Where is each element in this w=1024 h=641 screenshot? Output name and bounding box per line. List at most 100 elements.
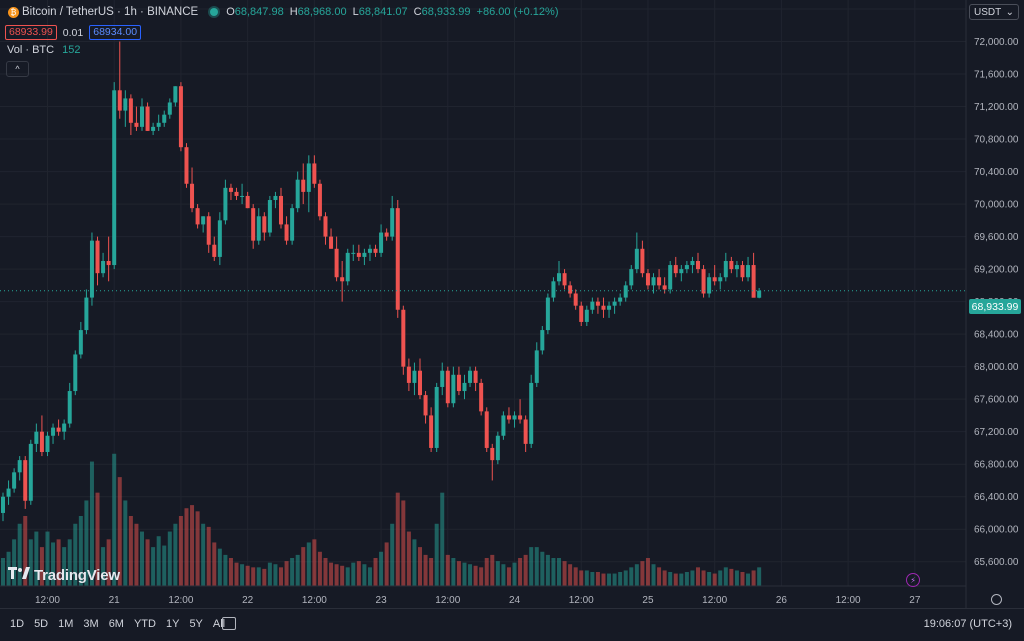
candle[interactable]: [62, 419, 67, 440]
candle[interactable]: [429, 407, 434, 453]
candle[interactable]: [723, 252, 728, 282]
tradingview-logo[interactable]: TradingView: [8, 566, 120, 584]
lightning-icon[interactable]: ⚡: [906, 573, 920, 587]
candle[interactable]: [51, 423, 56, 444]
range-1y[interactable]: 1Y: [165, 618, 180, 630]
candle[interactable]: [412, 362, 417, 396]
candle[interactable]: [623, 281, 628, 302]
buy-price-button[interactable]: 68934.00: [89, 25, 142, 40]
candle[interactable]: [234, 187, 239, 201]
candle[interactable]: [95, 236, 100, 286]
candle[interactable]: [434, 382, 439, 453]
candle[interactable]: [67, 382, 72, 428]
candle[interactable]: [390, 195, 395, 241]
candle[interactable]: [501, 411, 506, 440]
candle[interactable]: [601, 297, 606, 318]
candle[interactable]: [668, 260, 673, 294]
candle[interactable]: [28, 439, 33, 505]
candle[interactable]: [367, 244, 372, 261]
candle[interactable]: [612, 297, 617, 314]
gear-icon[interactable]: [991, 594, 1002, 605]
candle[interactable]: [473, 366, 478, 392]
candle[interactable]: [262, 212, 267, 241]
candle[interactable]: [123, 90, 128, 127]
calendar-range-icon[interactable]: [222, 617, 236, 630]
candle[interactable]: [362, 248, 367, 266]
candle[interactable]: [440, 362, 445, 396]
candle[interactable]: [746, 256, 751, 282]
candle[interactable]: [39, 415, 44, 457]
candle[interactable]: [156, 114, 161, 131]
candle[interactable]: [545, 293, 550, 335]
candle[interactable]: [112, 82, 117, 270]
candle[interactable]: [23, 456, 28, 509]
candle[interactable]: [401, 305, 406, 375]
candle[interactable]: [534, 342, 539, 387]
candle[interactable]: [551, 277, 556, 302]
candle[interactable]: [273, 191, 278, 209]
candle[interactable]: [740, 260, 745, 282]
candle[interactable]: [423, 391, 428, 424]
candle[interactable]: [117, 41, 122, 119]
candle[interactable]: [701, 265, 706, 298]
candle[interactable]: [1, 492, 5, 522]
candle[interactable]: [712, 265, 717, 286]
candle[interactable]: [245, 191, 250, 209]
candle[interactable]: [73, 350, 78, 396]
candle[interactable]: [629, 265, 634, 290]
candle[interactable]: [12, 468, 17, 493]
price-chart[interactable]: 65,600.00 66,000.00 66,400.00 66,800.00 67,2…: [0, 0, 1024, 608]
candle[interactable]: [151, 122, 156, 135]
time-axis[interactable]: 12:00 21 12:00 22 12:00 23 12:00 24 12:00 25 12:00…: [0, 585, 966, 606]
candle[interactable]: [690, 256, 695, 274]
candle[interactable]: [640, 240, 645, 278]
candle[interactable]: [590, 297, 595, 314]
candle[interactable]: [384, 228, 389, 241]
candle[interactable]: [557, 260, 561, 286]
candle[interactable]: [317, 179, 322, 221]
candle[interactable]: [78, 321, 83, 359]
range-5y[interactable]: 5Y: [189, 618, 203, 630]
candle[interactable]: [162, 110, 167, 127]
candle[interactable]: [351, 244, 356, 261]
candle[interactable]: [295, 171, 300, 213]
candle[interactable]: [579, 301, 584, 327]
candle[interactable]: [184, 143, 189, 188]
candle[interactable]: [568, 281, 573, 298]
candle[interactable]: [573, 289, 578, 310]
range-1m[interactable]: 1M: [58, 618, 74, 630]
candle[interactable]: [345, 248, 350, 286]
candle[interactable]: [212, 236, 217, 261]
candle[interactable]: [751, 252, 756, 298]
candle[interactable]: [645, 269, 650, 290]
range-5d[interactable]: 5D: [34, 618, 49, 630]
candle[interactable]: [195, 204, 200, 229]
candle[interactable]: [757, 287, 762, 299]
candle[interactable]: [145, 102, 150, 131]
candle[interactable]: [173, 86, 178, 107]
candle[interactable]: [518, 399, 523, 424]
candle[interactable]: [584, 305, 589, 327]
range-ytd[interactable]: YTD: [133, 618, 156, 630]
candle[interactable]: [167, 98, 172, 119]
candle[interactable]: [267, 195, 272, 237]
candle[interactable]: [134, 106, 139, 131]
symbol-title[interactable]: Bitcoin / TetherUS · 1h · BINANCE: [22, 6, 199, 18]
candle[interactable]: [251, 204, 256, 249]
candle[interactable]: [657, 269, 662, 290]
candle[interactable]: [290, 204, 295, 245]
candle[interactable]: [217, 212, 222, 266]
candle[interactable]: [451, 366, 456, 408]
candle[interactable]: [284, 216, 289, 245]
candle[interactable]: [468, 366, 473, 387]
candle[interactable]: [206, 212, 211, 253]
candle[interactable]: [445, 366, 450, 408]
candle[interactable]: [562, 269, 567, 290]
candle[interactable]: [128, 94, 133, 135]
candle[interactable]: [256, 208, 261, 245]
candle[interactable]: [101, 252, 106, 278]
candle[interactable]: [490, 443, 495, 481]
candle[interactable]: [479, 378, 484, 416]
candle[interactable]: [707, 273, 712, 298]
candle[interactable]: [523, 415, 528, 453]
